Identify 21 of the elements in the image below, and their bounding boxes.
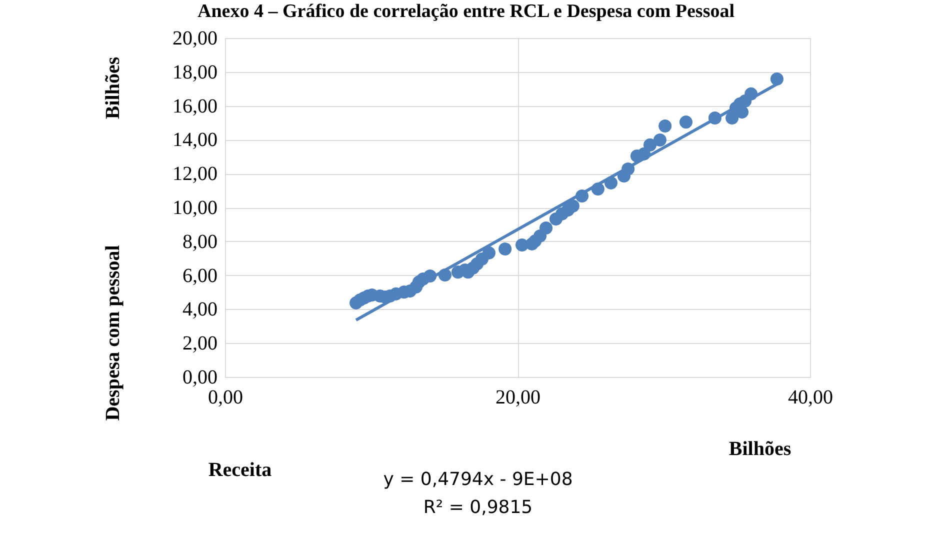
text: y = 0,4794x - 9E+08: [383, 469, 573, 490]
text: Bilhões: [728, 438, 792, 460]
y-tick-label: 12,00: [172, 163, 218, 186]
y-tick-label: 4,00: [182, 298, 218, 321]
y-tick-label: 6,00: [182, 264, 218, 287]
y-tick-label: 2,00: [182, 332, 218, 355]
x-axis-title: Receita: [208, 459, 272, 481]
y-tick-label: 8,00: [182, 230, 218, 253]
text: Bilhões: [102, 56, 124, 120]
chart-title: Anexo 4 – Gráfico de correlação entre RCL e Despesa com Pessoal: [198, 1, 734, 22]
y-tick-label: 20,00: [172, 28, 218, 50]
y-tick-label: 18,00: [172, 61, 218, 84]
y-tick-label: 16,00: [172, 95, 218, 118]
text: R² = 0,9815: [423, 497, 533, 518]
x-tick-label: 20,00: [496, 386, 540, 408]
x-tick-label: 40,00: [788, 386, 833, 408]
y-tick-label: 10,00: [172, 197, 218, 219]
y-tick-label: 14,00: [172, 129, 218, 152]
x-tick-label: 0,00: [208, 386, 243, 408]
y-tick-label: 0,00: [182, 366, 218, 388]
y-axis-title: Despesa com pessoal: [102, 244, 124, 421]
